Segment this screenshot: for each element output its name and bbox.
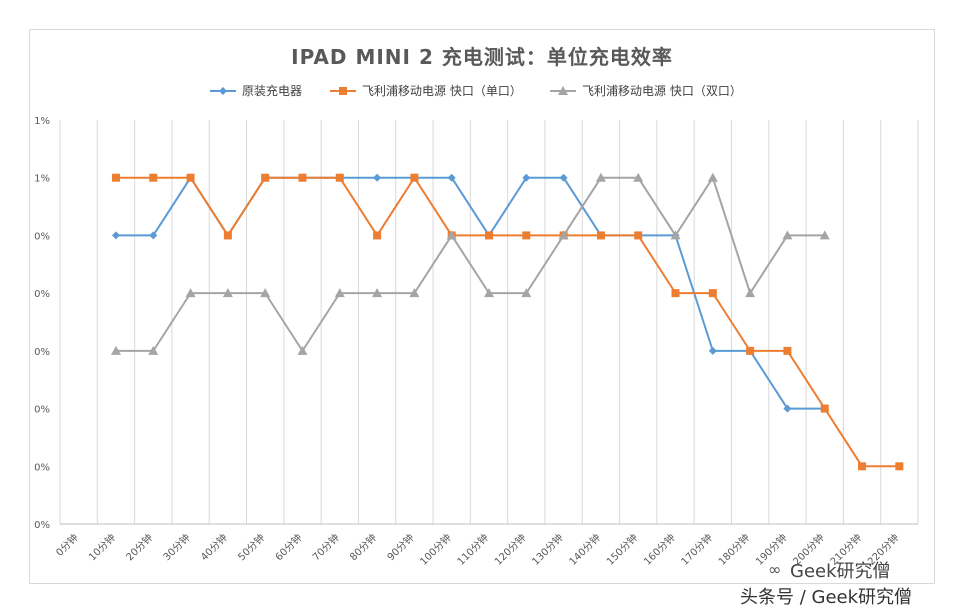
data-point-philips-single-port bbox=[522, 231, 531, 240]
data-point-philips-dual-port bbox=[707, 172, 718, 182]
y-tick-label: 0% bbox=[34, 289, 50, 300]
data-point-original-charger bbox=[447, 173, 456, 182]
y-tick-label: 0% bbox=[34, 405, 50, 416]
legend-marker bbox=[219, 87, 227, 95]
data-point-philips-single-port bbox=[708, 289, 717, 298]
data-point-original-charger bbox=[373, 173, 382, 182]
data-point-philips-dual-port bbox=[185, 288, 196, 298]
data-point-philips-single-port bbox=[298, 173, 307, 182]
data-point-philips-single-port bbox=[746, 346, 755, 355]
x-tick-label: 50分钟 bbox=[235, 531, 267, 563]
data-point-philips-dual-port bbox=[334, 288, 345, 298]
chart-title: IPAD MINI 2 充电测试：单位充电效率 bbox=[291, 45, 673, 69]
legend-marker bbox=[339, 87, 347, 95]
data-point-philips-single-port bbox=[671, 289, 680, 298]
series-line-philips-single-port bbox=[115, 176, 900, 468]
data-point-philips-dual-port bbox=[670, 230, 681, 240]
data-point-philips-dual-port bbox=[595, 172, 606, 182]
data-point-original-charger bbox=[111, 231, 120, 240]
data-point-philips-single-port bbox=[149, 173, 158, 182]
legend-label: 飞利浦移动电源 快口（单口） bbox=[362, 84, 522, 98]
data-point-original-charger bbox=[783, 404, 792, 413]
x-tick-label: 60分钟 bbox=[272, 531, 304, 563]
watermark-brand: Geek研究僧 bbox=[790, 561, 891, 582]
data-point-philips-single-port bbox=[223, 231, 232, 240]
data-point-philips-dual-port bbox=[372, 288, 383, 298]
data-point-philips-single-port bbox=[895, 462, 904, 471]
data-point-philips-dual-port bbox=[110, 345, 121, 355]
data-point-original-charger bbox=[708, 346, 717, 355]
data-point-philips-single-port bbox=[335, 173, 344, 182]
data-point-philips-single-port bbox=[485, 231, 493, 240]
chart-frame: IPAD MINI 2 充电测试：单位充电效率 0% 0% 0% 0% 0% 0% 1% 1% 0… bbox=[29, 29, 935, 584]
legend-marker bbox=[558, 86, 568, 95]
data-point-philips-dual-port bbox=[409, 288, 420, 298]
data-point-philips-dual-port bbox=[782, 230, 793, 240]
data-point-philips-dual-port bbox=[148, 345, 159, 355]
x-tick-label: 170分钟 bbox=[678, 531, 715, 568]
x-tick-label: 20分钟 bbox=[123, 531, 155, 563]
x-tick-label: 30分钟 bbox=[160, 531, 192, 563]
series-line-philips-dual-port bbox=[115, 176, 825, 352]
y-tick-label: 0% bbox=[34, 462, 50, 473]
data-point-philips-dual-port bbox=[819, 230, 830, 240]
x-tick-label: 120分钟 bbox=[492, 531, 529, 568]
data-point-philips-single-port bbox=[186, 173, 195, 182]
legend-label: 飞利浦移动电源 快口（双口） bbox=[582, 84, 742, 98]
data-point-philips-single-port bbox=[261, 173, 270, 182]
x-tick-label: 100分钟 bbox=[417, 531, 454, 568]
x-tick-label: 180分钟 bbox=[715, 531, 752, 568]
data-point-philips-single-port bbox=[858, 462, 867, 471]
x-tick-label: 160分钟 bbox=[641, 531, 678, 568]
data-point-philips-single-port bbox=[373, 231, 382, 240]
data-point-philips-single-port bbox=[111, 173, 120, 182]
x-tick-label: 150分钟 bbox=[604, 531, 641, 568]
y-tick-label: 0% bbox=[34, 347, 50, 358]
data-point-philips-dual-port bbox=[745, 288, 756, 298]
data-point-philips-single-port bbox=[596, 231, 605, 240]
data-point-philips-single-port bbox=[783, 346, 792, 355]
x-tick-label: 0分钟 bbox=[53, 531, 81, 559]
line-chart: IPAD MINI 2 充电测试：单位充电效率 0% 0% 0% 0% 0% 0% 1% 1% 0… bbox=[34, 45, 919, 568]
y-tick-label: 1% bbox=[34, 174, 50, 185]
y-tick-label: 0% bbox=[34, 520, 50, 531]
data-point-original-charger bbox=[522, 173, 531, 182]
x-tick-label: 90分钟 bbox=[384, 531, 416, 563]
data-point-philips-dual-port bbox=[484, 288, 494, 298]
legend-label: 原装充电器 bbox=[242, 83, 302, 98]
data-point-philips-dual-port bbox=[260, 288, 271, 298]
watermark-logo-icon: ∞ bbox=[768, 560, 782, 579]
data-point-philips-dual-port bbox=[446, 230, 457, 240]
x-tick-label: 80分钟 bbox=[347, 531, 379, 563]
data-point-philips-single-port bbox=[820, 404, 829, 413]
watermark-footer: 头条号 / Geek研究僧 bbox=[740, 587, 913, 608]
data-point-philips-dual-port bbox=[633, 172, 644, 182]
x-tick-label: 40分钟 bbox=[198, 531, 230, 563]
data-point-philips-single-port bbox=[410, 173, 419, 182]
y-tick-label: 1% bbox=[34, 116, 50, 127]
watermark: ∞ Geek研究僧 头条号 / Geek研究僧 bbox=[740, 556, 960, 612]
data-point-philips-single-port bbox=[634, 231, 643, 240]
data-point-philips-dual-port bbox=[521, 288, 532, 298]
x-tick-label: 70分钟 bbox=[310, 531, 342, 563]
x-tick-label: 10分钟 bbox=[86, 531, 118, 563]
x-tick-label: 140分钟 bbox=[566, 531, 603, 568]
data-point-original-charger bbox=[559, 173, 568, 182]
x-tick-label: 110分钟 bbox=[454, 531, 491, 568]
data-point-philips-dual-port bbox=[297, 345, 308, 355]
x-tick-label: 130分钟 bbox=[529, 531, 566, 568]
data-point-philips-dual-port bbox=[558, 230, 569, 240]
y-tick-label: 0% bbox=[34, 231, 50, 242]
data-point-philips-dual-port bbox=[222, 288, 233, 298]
data-point-original-charger bbox=[149, 231, 158, 240]
